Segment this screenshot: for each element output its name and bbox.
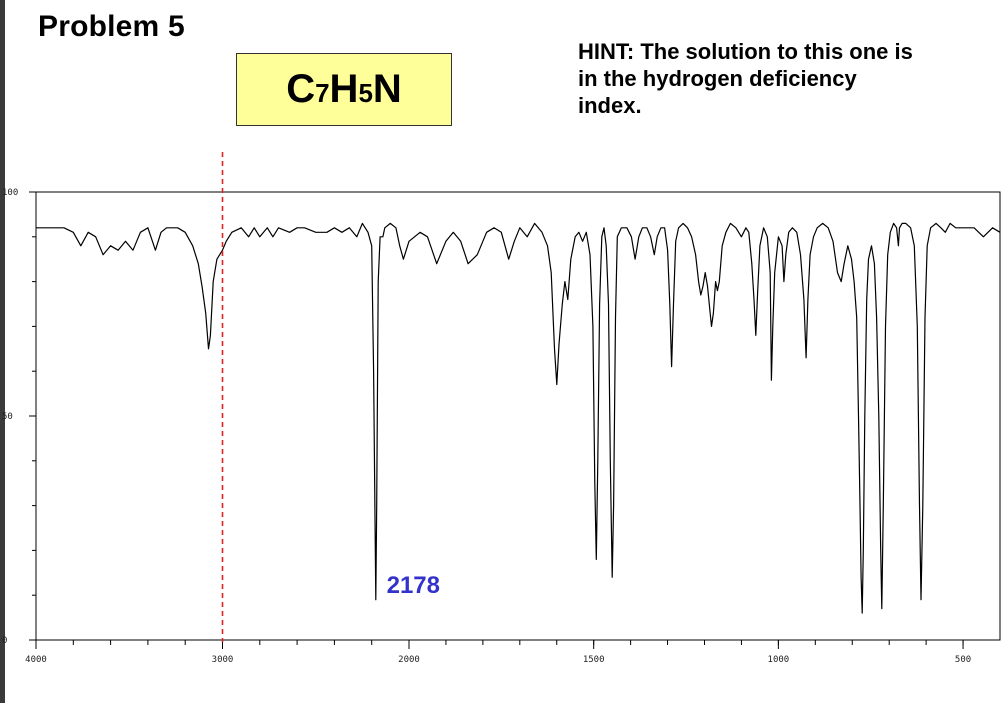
hint-text: HINT: The solution to this one is in the… — [578, 39, 913, 118]
y-tick-label: 0 — [2, 636, 7, 646]
x-tick-label: 500 — [955, 655, 971, 665]
plot-frame — [35, 191, 1001, 641]
y-tick-label: 50 — [2, 412, 13, 422]
x-tick-label: 1000 — [768, 655, 790, 665]
x-axis-ticks: 4000 3000 2000 1500 1000 500 — [25, 640, 971, 665]
x-tick-label: 3000 — [212, 655, 234, 665]
formula-subscript-c: 7 — [315, 78, 330, 108]
peak-annotation-2178: 2178 — [387, 572, 440, 599]
formula-subscript-h: 5 — [358, 78, 373, 108]
spectrum-line — [36, 222, 1001, 614]
formula-element-h: H — [329, 67, 359, 111]
x-tick-label: 4000 — [25, 655, 47, 665]
page-title: Problem 5 — [38, 10, 185, 43]
x-tick-label: 2000 — [398, 655, 420, 665]
x-tick-label: 1500 — [583, 655, 605, 665]
y-axis-ticks: 0 50 100 — [2, 188, 36, 646]
formula-element-c: C — [286, 67, 316, 111]
y-tick-label: 100 — [2, 188, 18, 198]
ir-spectrum-chart: 0 50 100 4000 3000 2000 1500 1000 500 2178 — [2, 152, 1001, 665]
formula-element-n: N — [372, 67, 402, 111]
window-edge — [0, 0, 5, 703]
chart-axes — [35, 191, 1001, 641]
